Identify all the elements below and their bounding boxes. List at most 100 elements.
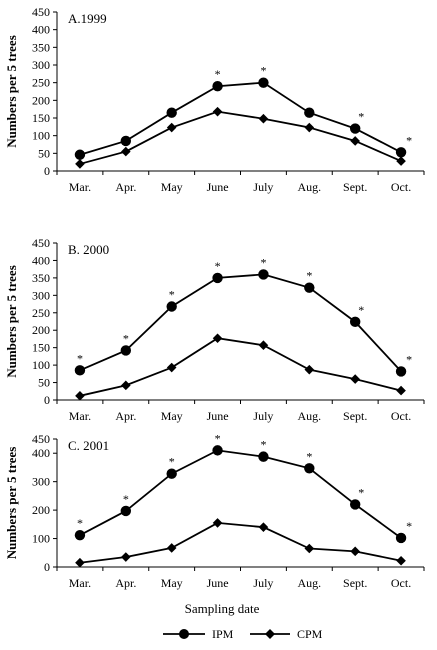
data-point-ipm bbox=[349, 123, 361, 134]
y-tick-label: 200 bbox=[32, 93, 50, 107]
data-point-cpm bbox=[212, 518, 223, 528]
data-point-ipm bbox=[212, 272, 223, 284]
x-tick-label: Aug. bbox=[297, 180, 321, 194]
significance-mark: * bbox=[358, 303, 364, 317]
panel-label: C. 2001 bbox=[68, 438, 109, 453]
series-line-ipm bbox=[79, 273, 402, 373]
data-point-cpm bbox=[121, 380, 131, 391]
data-point-cpm bbox=[121, 552, 131, 562]
significance-mark: * bbox=[123, 492, 129, 506]
y-tick-label: 150 bbox=[32, 341, 50, 355]
significance-mark: * bbox=[123, 331, 129, 345]
x-tick-label: Aug. bbox=[297, 409, 321, 423]
significance-mark: * bbox=[358, 485, 364, 499]
significance-mark: * bbox=[77, 516, 83, 530]
data-point-cpm bbox=[350, 136, 360, 146]
x-axis-title: Sampling date bbox=[185, 601, 260, 616]
x-tick-label: May bbox=[161, 180, 183, 194]
y-tick-label: 50 bbox=[38, 376, 50, 390]
series-line-cpm bbox=[79, 110, 402, 165]
y-tick-label: 400 bbox=[32, 23, 50, 37]
data-point-ipm bbox=[212, 81, 223, 92]
significance-mark: * bbox=[260, 438, 266, 452]
data-point-cpm bbox=[350, 546, 360, 557]
y-tick-label: 400 bbox=[32, 446, 50, 460]
data-point-cpm bbox=[396, 385, 406, 396]
data-point-cpm bbox=[304, 364, 315, 375]
significance-mark: * bbox=[215, 431, 221, 445]
series-line-cpm bbox=[79, 521, 402, 564]
legend: IPM CPM bbox=[163, 627, 323, 641]
y-tick-label: 350 bbox=[32, 40, 50, 54]
significance-mark: * bbox=[77, 351, 83, 365]
significance-mark: * bbox=[169, 455, 175, 469]
series-line-cpm bbox=[79, 337, 402, 397]
data-point-cpm bbox=[258, 340, 269, 351]
data-point-ipm bbox=[349, 316, 361, 328]
significance-mark: * bbox=[215, 67, 221, 81]
y-tick-label: 100 bbox=[32, 358, 50, 372]
data-point-cpm bbox=[166, 122, 177, 133]
significance-mark: * bbox=[406, 519, 412, 533]
y-axis-title: Numbers per 5 trees bbox=[4, 447, 19, 560]
data-point-ipm bbox=[258, 77, 269, 88]
data-point-cpm bbox=[212, 333, 223, 344]
x-tick-label: Mar. bbox=[69, 576, 91, 590]
x-tick-label: Oct. bbox=[391, 180, 411, 194]
x-tick-label: Mar. bbox=[69, 180, 91, 194]
significance-mark: * bbox=[306, 269, 312, 283]
y-axis-title: Numbers per 5 trees bbox=[4, 35, 19, 148]
y-tick-label: 450 bbox=[32, 236, 50, 250]
y-tick-label: 250 bbox=[32, 76, 50, 90]
x-tick-label: Apr. bbox=[115, 409, 136, 423]
significance-mark: * bbox=[260, 255, 266, 269]
legend-label-ipm: IPM bbox=[212, 627, 234, 641]
y-tick-label: 250 bbox=[32, 306, 50, 320]
data-point-cpm bbox=[166, 543, 177, 553]
y-tick-label: 300 bbox=[32, 58, 50, 72]
data-point-ipm bbox=[166, 301, 177, 312]
data-point-cpm bbox=[258, 113, 269, 124]
data-point-ipm bbox=[349, 499, 361, 510]
data-point-cpm bbox=[166, 362, 177, 373]
data-point-ipm bbox=[166, 468, 177, 479]
y-tick-label: 300 bbox=[32, 475, 50, 489]
legend-item-ipm: IPM bbox=[163, 627, 234, 641]
x-tick-label: Apr. bbox=[115, 576, 136, 590]
significance-mark: * bbox=[215, 259, 221, 273]
data-point-ipm bbox=[74, 149, 86, 160]
y-tick-label: 150 bbox=[32, 111, 50, 125]
y-tick-label: 350 bbox=[32, 271, 50, 285]
data-point-ipm bbox=[258, 451, 269, 462]
data-point-ipm bbox=[304, 463, 315, 474]
data-point-cpm bbox=[75, 159, 85, 169]
x-tick-label: Sept. bbox=[343, 180, 367, 194]
legend-label-cpm: CPM bbox=[297, 627, 323, 641]
x-tick-label: July bbox=[253, 576, 273, 590]
x-tick-label: Oct. bbox=[391, 409, 411, 423]
data-point-ipm bbox=[74, 365, 86, 376]
y-tick-label: 0 bbox=[44, 393, 50, 407]
y-tick-label: 0 bbox=[44, 560, 50, 574]
data-point-ipm bbox=[120, 505, 132, 517]
y-tick-label: 450 bbox=[32, 432, 50, 446]
significance-mark: * bbox=[169, 287, 175, 301]
y-tick-label: 50 bbox=[38, 146, 50, 160]
significance-mark: * bbox=[306, 449, 312, 463]
significance-mark: * bbox=[406, 352, 412, 366]
data-point-ipm bbox=[212, 445, 223, 456]
data-point-cpm bbox=[304, 122, 315, 133]
y-tick-label: 100 bbox=[32, 532, 50, 546]
series-line-ipm bbox=[79, 81, 402, 156]
legend-marker-diamond bbox=[265, 629, 275, 639]
data-point-cpm bbox=[304, 543, 315, 554]
x-tick-label: June bbox=[207, 409, 229, 423]
x-tick-label: July bbox=[253, 409, 273, 423]
x-tick-label: Sept. bbox=[343, 576, 367, 590]
x-tick-label: Sept. bbox=[343, 409, 367, 423]
legend-item-cpm: CPM bbox=[250, 627, 323, 641]
panel-label: A.1999 bbox=[68, 11, 107, 26]
x-tick-label: May bbox=[161, 409, 183, 423]
